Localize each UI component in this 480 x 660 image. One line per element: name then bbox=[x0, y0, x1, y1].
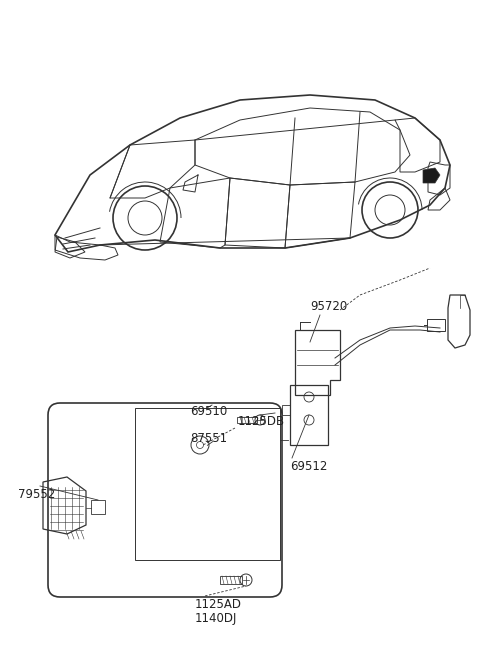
Text: 1140DJ: 1140DJ bbox=[195, 612, 238, 625]
Text: 1125AD: 1125AD bbox=[195, 598, 242, 611]
Polygon shape bbox=[423, 168, 440, 183]
Bar bbox=[427, 319, 445, 331]
Text: 87551: 87551 bbox=[190, 432, 227, 445]
Bar bbox=[135, 408, 280, 560]
Text: 95720: 95720 bbox=[310, 300, 347, 313]
Text: 1125DB: 1125DB bbox=[238, 415, 285, 428]
Text: 79552: 79552 bbox=[18, 488, 55, 501]
Text: 69510: 69510 bbox=[190, 405, 227, 418]
Bar bbox=[91, 500, 105, 514]
Text: 69512: 69512 bbox=[290, 460, 327, 473]
